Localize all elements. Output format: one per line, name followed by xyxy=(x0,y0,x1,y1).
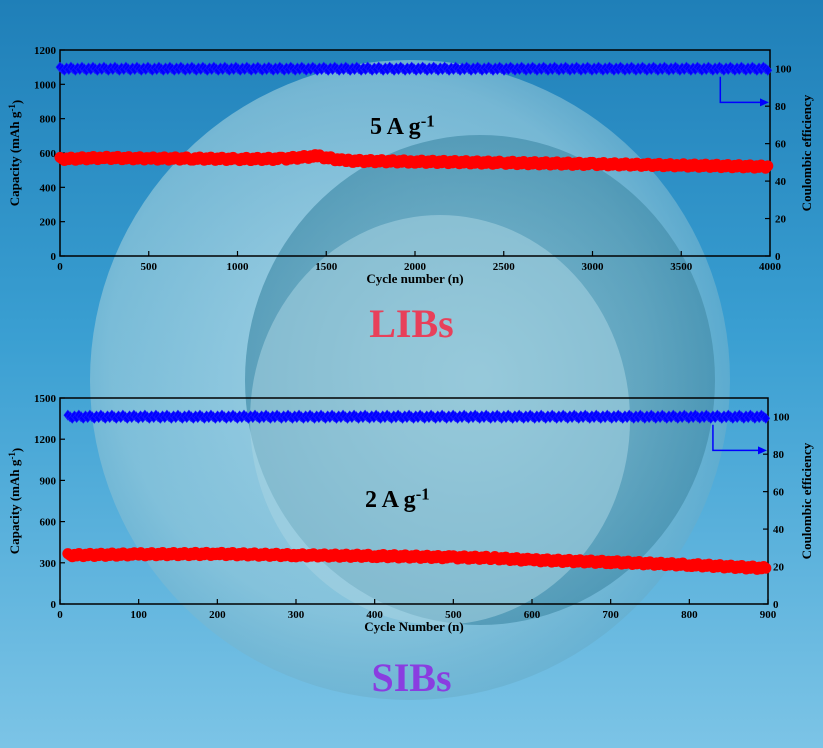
y-left-tick-label: 400 xyxy=(40,182,57,194)
y-right-tick-label: 20 xyxy=(773,562,785,574)
plot-frame xyxy=(59,397,769,605)
x-tick-label: 300 xyxy=(288,609,305,621)
chart-1: 0 500 1000 1500 2000 2500 3000 3500 400002004006… xyxy=(7,45,814,286)
x-tick-label: 1500 xyxy=(315,261,338,273)
y-left-tick-label: 1000 xyxy=(34,79,57,91)
x-tick-label: 0 xyxy=(57,261,63,273)
y-left-tick-label: 300 xyxy=(40,558,57,570)
y-left-tick-label: 1200 xyxy=(34,434,57,446)
y-left-axis-label: Capacity (mAh g-1) xyxy=(7,100,24,207)
y-left-tick-label: 0 xyxy=(51,251,57,263)
y-right-tick-label: 60 xyxy=(773,487,785,499)
y-right-tick-label: 80 xyxy=(773,449,785,461)
x-tick-label: 400 xyxy=(366,609,383,621)
x-tick-label: 800 xyxy=(681,609,698,621)
y-right-tick-label: 100 xyxy=(773,412,790,424)
libs-label: LIBs xyxy=(369,301,454,346)
rate-annotation: 5 A g-1 xyxy=(370,111,435,140)
x-tick-label: 900 xyxy=(760,609,777,621)
rate-annotation: 2 A g-1 xyxy=(365,484,430,513)
x-axis-label: Cycle number (n) xyxy=(366,271,463,286)
x-tick-label: 200 xyxy=(209,609,226,621)
y-right-tick-label: 40 xyxy=(773,524,785,536)
y-left-tick-label: 900 xyxy=(40,475,57,487)
y-right-tick-label: 60 xyxy=(775,139,787,151)
x-tick-label: 700 xyxy=(602,609,619,621)
y-right-tick-label: 0 xyxy=(775,251,781,263)
y-right-axis-label: Coulombic efficiency xyxy=(799,442,814,559)
efficiency-point xyxy=(761,412,771,424)
x-axis-label: Cycle Number (n) xyxy=(364,619,463,634)
y-left-axis-label: Capacity (mAh g-1) xyxy=(7,448,24,555)
efficiency-point xyxy=(763,64,773,76)
capacity-point xyxy=(760,562,772,574)
x-tick-label: 0 xyxy=(57,609,63,621)
axis-arrow-line xyxy=(712,424,759,452)
x-tick-label: 100 xyxy=(130,609,147,621)
chart-2: 0 100 200 300 400 500 600 700 800 900030060090012… xyxy=(7,393,814,634)
y-right-axis-label: Coulombic efficiency xyxy=(799,94,814,211)
y-left-tick-label: 1500 xyxy=(34,393,57,405)
axis-arrow-line xyxy=(719,76,761,104)
y-left-tick-label: 200 xyxy=(40,217,57,229)
y-right-tick-label: 0 xyxy=(773,599,779,611)
y-right-tick-label: 80 xyxy=(775,101,787,113)
x-tick-label: 3500 xyxy=(670,261,693,273)
y-right-tick-label: 100 xyxy=(775,64,792,76)
x-tick-label: 1000 xyxy=(227,261,250,273)
efficiency-series xyxy=(55,61,773,76)
x-tick-label: 2000 xyxy=(404,261,427,273)
sibs-label: SIBs xyxy=(371,655,452,700)
x-tick-label: 500 xyxy=(141,261,158,273)
x-tick-label: 2500 xyxy=(493,261,516,273)
y-left-tick-label: 800 xyxy=(40,114,57,126)
efficiency-series xyxy=(63,409,771,424)
x-tick-label: 500 xyxy=(445,609,462,621)
x-tick-label: 600 xyxy=(524,609,541,621)
capacity-series xyxy=(54,149,774,174)
y-left-tick-label: 600 xyxy=(40,517,57,529)
x-tick-label: 3000 xyxy=(582,261,605,273)
y-right-tick-label: 20 xyxy=(775,214,787,226)
axis-arrow-head xyxy=(760,98,769,107)
capacity-point xyxy=(762,160,774,172)
x-tick-label: 4000 xyxy=(759,261,782,273)
y-left-tick-label: 1200 xyxy=(34,45,57,57)
capacity-series xyxy=(62,546,772,575)
y-right-tick-label: 40 xyxy=(775,176,787,188)
y-left-tick-label: 600 xyxy=(40,148,57,160)
y-left-tick-label: 0 xyxy=(51,599,57,611)
axis-arrow-head xyxy=(758,446,767,455)
